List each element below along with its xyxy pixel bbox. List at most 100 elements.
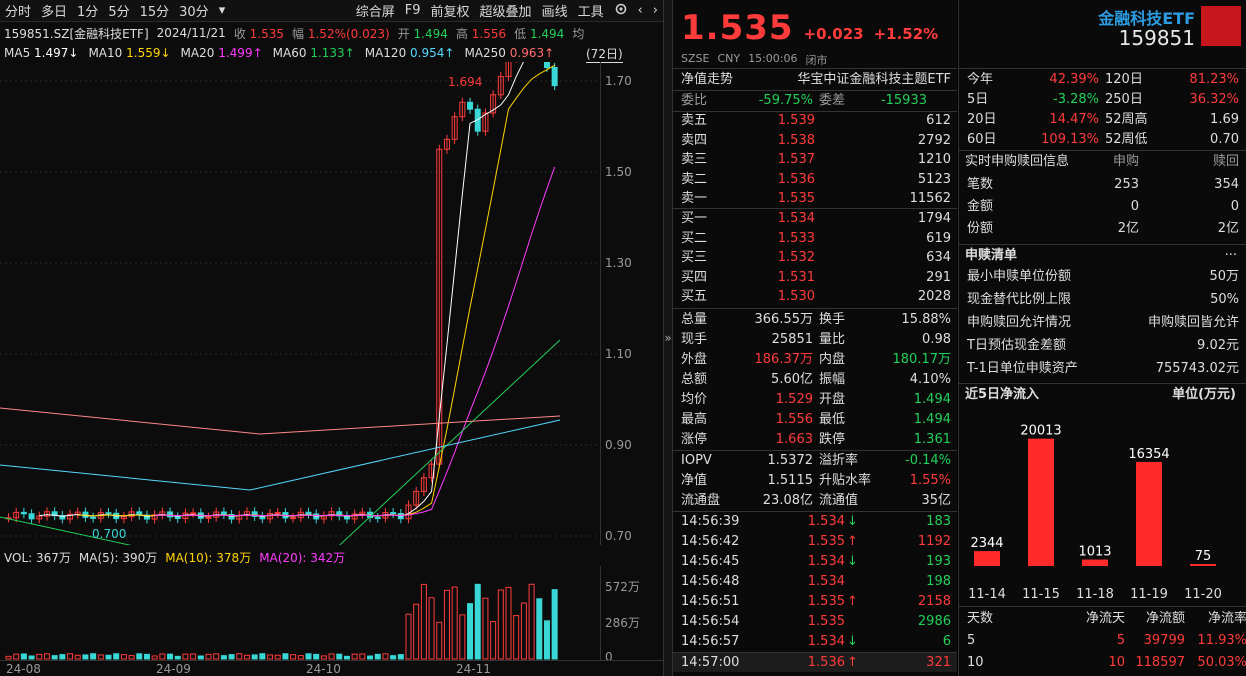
ma-line [77, 64, 555, 517]
stat-row: 均价 1.529 开盘 1.494 [673, 390, 957, 410]
gear-icon[interactable] [609, 2, 633, 20]
chevron-right-icon[interactable]: » [664, 331, 672, 345]
expand-right-icon[interactable]: › [652, 3, 658, 18]
period-more-dropdown[interactable]: ▾ [218, 3, 226, 18]
period-tag[interactable]: (72日) [586, 47, 623, 63]
f9-button[interactable]: F9 [404, 3, 421, 18]
tab-intraday[interactable]: 分时 [5, 5, 32, 20]
stat-row: 涨停 1.663 跌停 1.361 [673, 430, 957, 450]
asks-row[interactable]: 卖五 1.539 612 [673, 111, 957, 131]
price-axis-label: 0.90 [605, 438, 632, 452]
forward-adjust-button[interactable]: 前复权 [430, 5, 470, 20]
creation-list-label: T-1日单位申赎资产 [967, 361, 1078, 376]
summary-row: 10 10 118597 50.03% [959, 653, 1246, 673]
inflow-header: 近5日净流入 单位(万元) [959, 385, 1246, 405]
stat-value: 1.556 [775, 412, 813, 427]
stat-label: 涨停 [681, 432, 708, 447]
asks-level: 卖三 [681, 152, 708, 167]
ma-legend: MA5 1.497↓ MA10 1.559↓ MA20 1.499↑ MA60 1.1… [4, 44, 659, 62]
bids-volume: 291 [926, 269, 951, 285]
ma-label: MA120 [364, 46, 407, 60]
bids-price: 1.531 [777, 269, 815, 285]
volume-bar [351, 653, 358, 660]
inflow-category-label: 11-20 [1184, 587, 1222, 602]
tick-row[interactable]: 14:56:57 1.534 ↓ 6 [673, 632, 957, 652]
tick-row[interactable]: 14:56:39 1.534 ↓ 183 [673, 512, 957, 532]
tick-row[interactable]: 14:57:00 1.536 ↑ 321 [673, 652, 957, 672]
nav-trend-label[interactable]: 净值走势 [681, 72, 734, 87]
candle [482, 112, 489, 132]
kline-chart[interactable]: 1.694 0.700 [0, 62, 600, 545]
volume-bar [74, 654, 81, 660]
volume-bar [459, 614, 466, 660]
tab-30min[interactable]: 30分 [179, 5, 209, 20]
panel-splitter[interactable]: » [663, 0, 673, 676]
bids-row[interactable]: 买四 1.531 291 [673, 268, 957, 288]
asks-row[interactable]: 卖四 1.538 2792 [673, 131, 957, 151]
stat-value: 15.88% [901, 312, 951, 327]
composite-screen-button[interactable]: 综合屏 [355, 5, 395, 20]
fund-code: 159851 [1118, 26, 1195, 50]
subscription-title: 实时申购赎回信息 [965, 154, 1070, 169]
ma-item: MA250 0.963↑ [464, 46, 554, 60]
volume-bar [205, 653, 212, 660]
tab-1min[interactable]: 1分 [77, 5, 99, 20]
nav-trend-row[interactable]: 净值走势 华宝中证金融科技主题ETF [673, 70, 957, 90]
stat-value: 35亿 [921, 493, 951, 508]
summary-cell: 10 [967, 655, 984, 670]
candle [274, 512, 281, 515]
creation-list-row: T日预估现金差额 9.02元 [959, 336, 1246, 356]
tick-row[interactable]: 14:56:51 1.535 ↑ 2158 [673, 592, 957, 612]
volume-bar [497, 589, 504, 660]
volume-bar [113, 653, 120, 660]
draw-line-button[interactable]: 画线 [541, 5, 568, 20]
currency: CNY [717, 52, 741, 65]
bids-price: 1.530 [777, 289, 815, 304]
asks-row[interactable]: 卖三 1.537 1210 [673, 150, 957, 170]
tab-15min[interactable]: 15分 [139, 5, 170, 20]
stat-label: 流通盘 [681, 493, 721, 508]
more-icon[interactable]: ··· [1224, 248, 1237, 263]
stat-label: 总额 [681, 372, 708, 387]
tick-volume: 2986 [917, 614, 951, 629]
inflow-value-label: 2344 [970, 536, 1003, 551]
asks-row[interactable]: 卖二 1.536 5123 [673, 170, 957, 190]
stat-label: 均价 [681, 392, 708, 407]
tab-5min[interactable]: 5分 [108, 5, 130, 20]
volume-bar [359, 653, 366, 660]
bids-row[interactable]: 买一 1.534 1794 [673, 209, 957, 229]
redeem-value: 354 [1214, 177, 1239, 192]
tick-row[interactable]: 14:56:54 1.535 2986 [673, 612, 957, 632]
bids-row[interactable]: 买五 1.530 2028 [673, 287, 957, 307]
tick-time: 14:57:00 [681, 655, 740, 670]
bids-row[interactable]: 买二 1.533 619 [673, 229, 957, 249]
ma-label: MA60 [272, 46, 307, 60]
tick-row[interactable]: 14:56:42 1.535 ↑ 1192 [673, 532, 957, 552]
subscription-info: 实时申购赎回信息 申购 赎回 笔数 253 354 金额 0 0 份额 2亿 2… [959, 151, 1246, 243]
tick-row[interactable]: 14:56:48 1.534 198 [673, 572, 957, 592]
tools-button[interactable]: 工具 [577, 5, 604, 20]
volume-bar [43, 653, 50, 660]
volume-bar [28, 655, 35, 660]
close-value: 1.535 [249, 26, 285, 41]
volume-bar [267, 654, 274, 660]
collapse-left-icon[interactable]: ‹ [637, 3, 643, 18]
volume-chart[interactable] [0, 566, 600, 660]
ma-value: 1.559↓ [126, 46, 171, 60]
volume-bar [136, 653, 143, 660]
asks-row[interactable]: 卖一 1.535 11562 [673, 189, 957, 209]
super-overlay-button[interactable]: 超级叠加 [479, 5, 532, 20]
tab-multi-day[interactable]: 多日 [41, 5, 68, 20]
candle [336, 511, 343, 517]
bids-row[interactable]: 买三 1.532 634 [673, 248, 957, 268]
tick-row[interactable]: 14:56:45 1.534 ↓ 193 [673, 552, 957, 572]
ma-value: 1.497↓ [34, 46, 79, 60]
tick-direction-icon: ↓ [847, 514, 858, 529]
tick-list[interactable]: 14:56:39 1.534 ↓ 183 14:56:42 1.535 ↑ 11… [673, 512, 957, 676]
volume-bar [182, 653, 189, 660]
tick-volume: 6 [942, 634, 951, 649]
perf-label: 52周低 [1105, 132, 1148, 147]
volume-bar [143, 653, 150, 660]
perf-label: 5日 [967, 92, 989, 107]
candle [467, 101, 474, 110]
